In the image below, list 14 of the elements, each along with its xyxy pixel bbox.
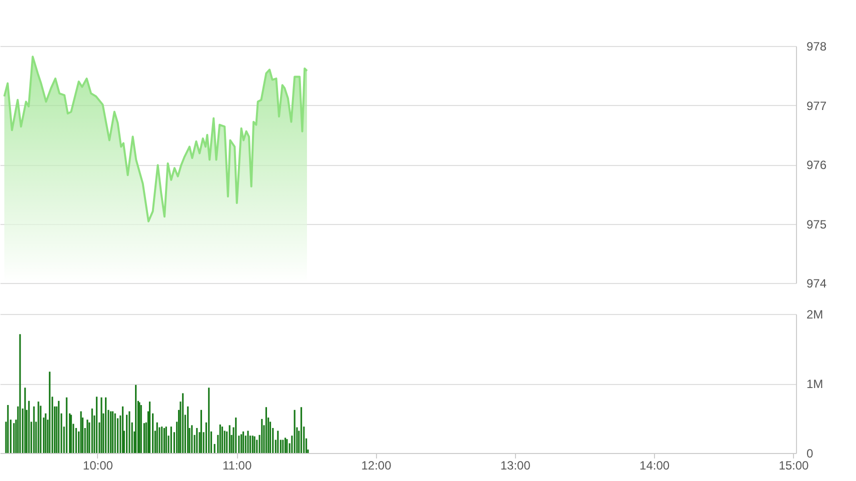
x-tick-label: 14:00 bbox=[640, 458, 670, 472]
y-tick-label: 1M bbox=[806, 377, 824, 391]
y-tick-label: 975 bbox=[806, 217, 827, 232]
y-tick-label: 974 bbox=[806, 276, 827, 290]
x-tick-label: 12:00 bbox=[361, 458, 392, 472]
y-tick-label: 2M bbox=[806, 308, 824, 322]
x-tick-label: 13:00 bbox=[500, 458, 531, 472]
x-tick-label: 15:00 bbox=[778, 458, 810, 472]
y-tick-label: 978 bbox=[806, 40, 827, 54]
y-tick-label: 0 bbox=[806, 446, 814, 460]
x-tick-label: 11:00 bbox=[222, 458, 252, 472]
x-tick-label: 10:00 bbox=[82, 458, 114, 472]
y-tick-label: 977 bbox=[806, 98, 827, 113]
y-tick-label: 976 bbox=[806, 158, 827, 172]
